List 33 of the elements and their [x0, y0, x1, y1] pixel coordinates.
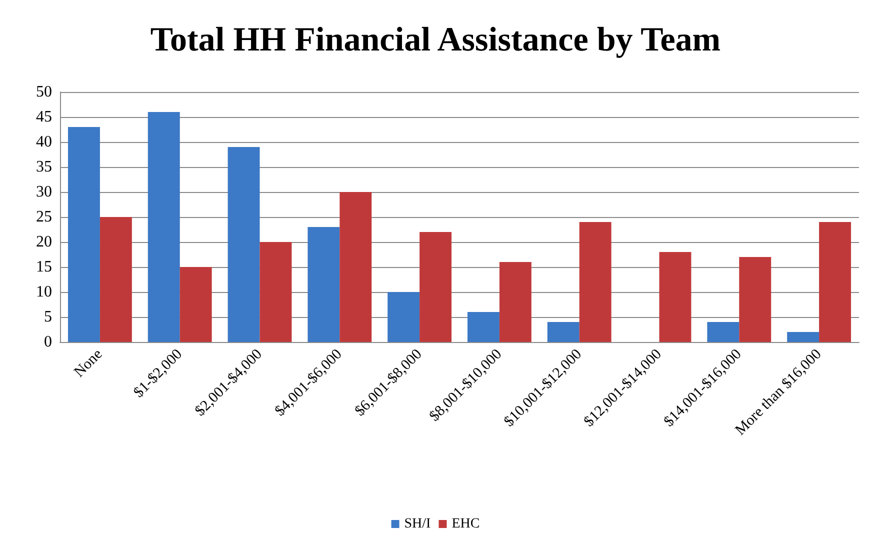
bar: [340, 192, 372, 342]
y-tick-label: 35: [36, 158, 52, 176]
y-tick-label: 10: [36, 284, 52, 300]
bar: [68, 127, 100, 342]
y-tick-label: 0: [44, 334, 52, 350]
y-tick-label: 30: [36, 184, 52, 200]
bar: [579, 222, 612, 342]
bar: [308, 227, 340, 342]
chart-title: Total HH Financial Assistance by Team: [150, 22, 721, 58]
y-tick-label: 15: [36, 258, 52, 276]
bar: [100, 217, 132, 342]
y-tick-label: 25: [36, 208, 52, 226]
y-tick-label: 45: [36, 108, 52, 126]
y-tick-label: 40: [36, 134, 52, 150]
bar: [499, 262, 532, 342]
bar: [707, 322, 740, 342]
bar: [547, 322, 580, 342]
legend-label: EHC: [452, 516, 480, 532]
bar: [787, 332, 820, 342]
bar: [739, 257, 772, 342]
legend-label: SH/I: [404, 516, 432, 532]
bar: [819, 222, 852, 342]
bar: [180, 267, 212, 342]
bar: [420, 232, 452, 342]
bar: [148, 112, 180, 342]
bar: [467, 312, 500, 342]
y-tick-label: 5: [44, 308, 52, 326]
bar: [228, 147, 260, 342]
bar: [659, 252, 692, 342]
bar: [388, 292, 420, 342]
bar: [260, 242, 292, 342]
y-tick-label: 20: [36, 234, 52, 250]
y-tick-label: 50: [36, 84, 52, 100]
